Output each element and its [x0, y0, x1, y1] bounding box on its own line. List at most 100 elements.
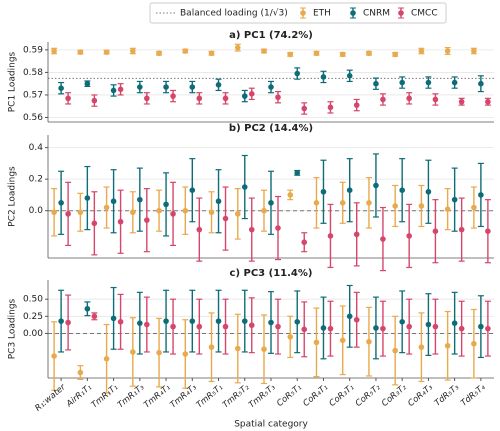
point	[339, 200, 346, 206]
point	[117, 86, 124, 93]
y-tick-label: 0.4	[29, 143, 44, 153]
point	[208, 344, 215, 350]
point	[353, 231, 360, 238]
point	[51, 353, 57, 359]
x-tick-label: TmR₄T₃	[168, 382, 199, 410]
point	[110, 315, 117, 322]
point	[248, 226, 255, 233]
point	[84, 80, 91, 87]
point	[248, 322, 255, 329]
point	[458, 98, 465, 105]
x-tick-label: TmR₅T₂	[221, 382, 252, 410]
point	[380, 325, 386, 332]
point	[215, 82, 222, 88]
point	[182, 207, 189, 214]
point	[196, 226, 203, 233]
point	[327, 233, 334, 239]
point	[268, 200, 274, 206]
point	[294, 70, 301, 77]
point	[65, 211, 71, 217]
point	[478, 192, 484, 198]
panel-title: b) PC2 (14.4%)	[229, 123, 313, 134]
legend-label: CMCC	[411, 9, 438, 19]
point	[65, 319, 71, 326]
point	[170, 211, 176, 217]
y-tick-label: 0.2	[29, 175, 43, 185]
point	[275, 94, 281, 101]
point	[339, 337, 346, 344]
y-tick-label: 0.00	[23, 329, 43, 339]
y-tick-label: 0.56	[23, 113, 43, 123]
point	[103, 356, 110, 362]
panel-title: c) PC3 (11.4%)	[230, 268, 313, 279]
point	[287, 334, 294, 340]
x-tick-label: TmR₅T₃	[247, 382, 278, 410]
point	[84, 195, 91, 201]
point	[287, 192, 294, 198]
point	[196, 323, 203, 330]
point	[103, 49, 110, 55]
legend-swatch	[398, 10, 404, 16]
point	[130, 209, 136, 216]
point	[451, 196, 458, 203]
legend-label: ETH	[313, 9, 331, 19]
point	[373, 182, 379, 189]
point	[392, 51, 398, 58]
legend-label: Balanced loading (1/√3)	[180, 8, 288, 19]
point	[444, 342, 451, 349]
point	[144, 217, 150, 223]
point	[366, 200, 372, 206]
point	[458, 226, 465, 233]
point	[275, 323, 281, 330]
legend-swatch	[350, 10, 356, 16]
point	[196, 95, 203, 102]
point	[366, 50, 372, 57]
point	[137, 196, 143, 203]
point	[451, 79, 458, 86]
point	[156, 349, 162, 356]
y-tick-label: 0.25	[23, 312, 43, 322]
x-tick-label: CoR₃T₁	[328, 383, 357, 409]
point	[485, 228, 491, 234]
point	[373, 325, 379, 331]
point	[189, 318, 196, 324]
x-tick-label: AirR₁T₁	[64, 383, 94, 410]
point	[320, 188, 327, 195]
point	[425, 79, 432, 86]
point	[58, 85, 64, 91]
x-tick-label: TmR₅T₁	[195, 383, 225, 411]
point	[144, 321, 150, 328]
point	[485, 325, 491, 332]
point	[478, 323, 484, 330]
point	[91, 313, 98, 320]
legend-label: CNRM	[363, 9, 390, 19]
point	[130, 349, 136, 355]
point	[444, 206, 451, 212]
x-tick-label: TdR₅T₃	[433, 382, 462, 408]
point	[137, 84, 143, 90]
point	[84, 305, 91, 312]
point	[478, 80, 484, 87]
y-axis-label: PC2 Loadings	[8, 166, 18, 227]
point	[406, 233, 412, 239]
point	[130, 48, 136, 54]
y-tick-label: 0.57	[23, 90, 43, 100]
point	[234, 345, 241, 352]
point	[241, 184, 248, 190]
point	[182, 48, 189, 54]
point	[313, 200, 320, 206]
point	[432, 323, 439, 330]
point	[241, 93, 248, 99]
point	[208, 209, 215, 216]
point	[241, 318, 248, 324]
x-tick-label: CoR₃T₂	[380, 382, 409, 409]
point	[77, 369, 84, 376]
point	[248, 91, 255, 97]
point	[327, 104, 334, 111]
point	[346, 187, 353, 193]
y-tick-label: 0.59	[23, 45, 43, 55]
y-tick-label: 0.0	[29, 206, 44, 216]
point	[346, 313, 353, 320]
